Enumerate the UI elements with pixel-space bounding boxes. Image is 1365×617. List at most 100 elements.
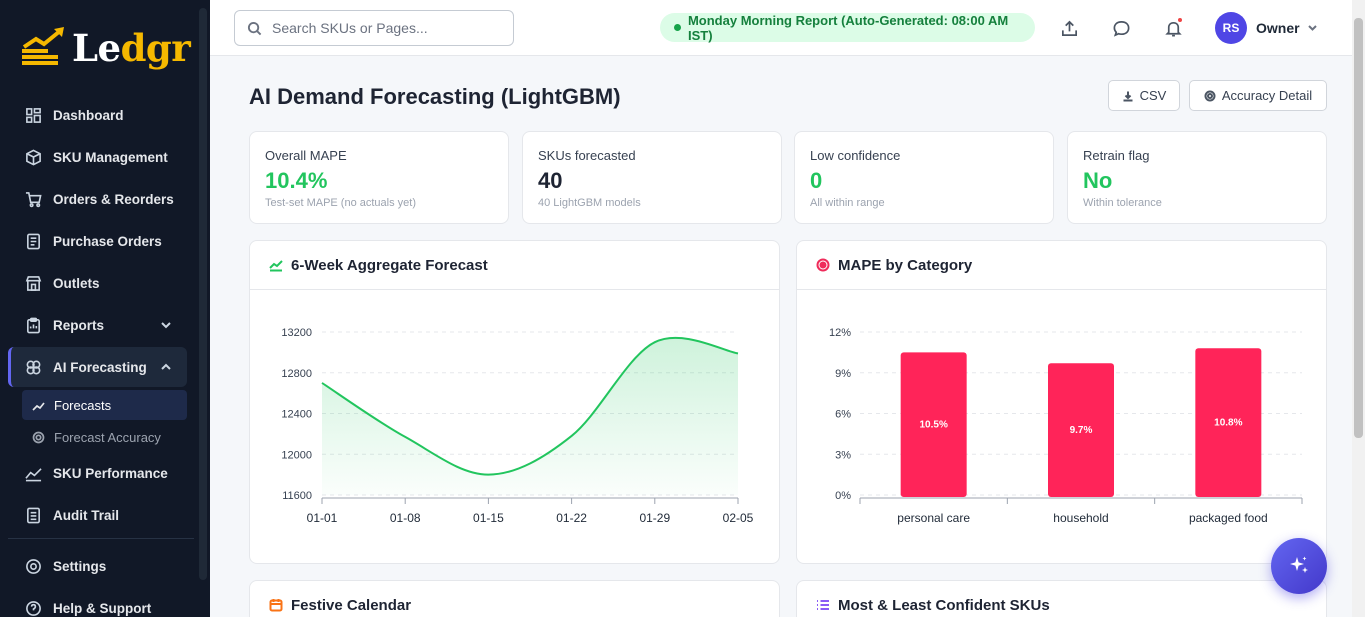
x-tick-label: household bbox=[1053, 511, 1108, 525]
sparkle-icon bbox=[1290, 556, 1308, 573]
card-title: MAPE by Category bbox=[838, 256, 973, 274]
cube-icon bbox=[24, 148, 42, 166]
sidebar-divider bbox=[8, 538, 194, 539]
user-name[interactable]: Owner bbox=[1256, 20, 1300, 36]
x-tick-label: 01-29 bbox=[639, 511, 670, 525]
sidebar-item-sku-performance[interactable]: SKU Performance bbox=[8, 453, 187, 493]
chat-bubble-icon bbox=[1113, 20, 1129, 37]
sidebar-item-help[interactable]: Help & Support bbox=[8, 588, 187, 617]
sidebar-item-label: Purchase Orders bbox=[53, 233, 162, 249]
ai-assistant-button[interactable] bbox=[1271, 538, 1327, 594]
sidebar-subitem-label: Forecast Accuracy bbox=[54, 429, 161, 445]
kpi-label: Overall MAPE bbox=[265, 148, 347, 163]
clipboard-icon bbox=[24, 316, 42, 334]
kpi-card-overall-mape: Overall MAPE 10.4% Test-set MAPE (no act… bbox=[249, 131, 509, 224]
logo[interactable]: Ledgr bbox=[20, 26, 191, 70]
sidebar-subitem-label: Forecasts bbox=[54, 397, 112, 413]
page-scrollbar[interactable] bbox=[1352, 0, 1365, 617]
notifications-button[interactable] bbox=[1162, 17, 1184, 39]
sidebar: Ledgr Dashboard SKU Management Orders & … bbox=[0, 0, 210, 617]
kpi-card-low-confidence: Low confidence 0 All within range bbox=[794, 131, 1054, 224]
forecast-chart-card: 6-Week Aggregate Forecast 13200 12800 1240… bbox=[249, 240, 780, 564]
status-dot bbox=[674, 24, 681, 31]
kpi-card-retrain-flag: Retrain flag No Within tolerance bbox=[1067, 131, 1327, 224]
confident-skus-card: Most & Least Confident SKUs bbox=[796, 580, 1327, 617]
gear-icon bbox=[24, 557, 42, 575]
sidebar-item-sku-management[interactable]: SKU Management bbox=[8, 137, 187, 177]
x-tick-label: packaged food bbox=[1189, 511, 1268, 525]
card-title: Festive Calendar bbox=[291, 596, 412, 614]
sidebar-subitem-forecast-accuracy[interactable]: Forecast Accuracy bbox=[22, 422, 187, 452]
y-tick-label: 11600 bbox=[282, 490, 312, 502]
festive-calendar-card: Festive Calendar bbox=[249, 580, 780, 617]
sidebar-item-label: Help & Support bbox=[53, 600, 152, 616]
list-icon bbox=[817, 600, 829, 610]
bar-data-label: 10.8% bbox=[1214, 418, 1242, 429]
y-tick-label: 6% bbox=[835, 409, 851, 421]
x-tick-label: personal care bbox=[897, 511, 970, 525]
dashboard-icon bbox=[24, 106, 42, 124]
chevron-up-icon[interactable] bbox=[159, 360, 173, 377]
sidebar-item-orders[interactable]: Orders & Reorders bbox=[8, 179, 187, 219]
page-title: AI Demand Forecasting (LightGBM) bbox=[249, 84, 621, 109]
sidebar-item-label: Dashboard bbox=[53, 107, 124, 123]
scrollbar-thumb[interactable] bbox=[1354, 18, 1363, 438]
mape-chart-card: MAPE by Category 12% 9% 6% 3% 0% 10.5% persona… bbox=[796, 240, 1327, 564]
sidebar-item-label: AI Forecasting bbox=[53, 359, 147, 375]
chevron-down-icon[interactable] bbox=[1306, 21, 1319, 39]
card-title: Most & Least Confident SKUs bbox=[838, 596, 1050, 614]
sidebar-scrollbar[interactable] bbox=[199, 8, 207, 580]
search-input[interactable] bbox=[272, 20, 492, 36]
avatar[interactable]: RS bbox=[1215, 12, 1247, 44]
report-status-badge[interactable]: Monday Morning Report (Auto-Generated: 0… bbox=[660, 12, 1035, 43]
x-tick-label: 01-15 bbox=[473, 511, 504, 525]
x-tick-label: 02-05 bbox=[723, 511, 754, 525]
kpi-label: Retrain flag bbox=[1083, 148, 1150, 163]
file-list-icon bbox=[24, 506, 42, 524]
search-icon bbox=[247, 21, 262, 35]
sidebar-item-label: Settings bbox=[53, 558, 107, 574]
area-chart-icon bbox=[269, 260, 283, 272]
mape-bar bbox=[1048, 363, 1114, 497]
sidebar-item-audit-trail[interactable]: Audit Trail bbox=[8, 495, 187, 535]
sidebar-item-label: Audit Trail bbox=[53, 507, 120, 523]
report-status-label: Monday Morning Report (Auto-Generated: 0… bbox=[687, 12, 1009, 43]
x-tick-label: 01-08 bbox=[390, 511, 421, 525]
sidebar-item-settings[interactable]: Settings bbox=[8, 546, 187, 586]
search-box[interactable] bbox=[234, 10, 514, 46]
sidebar-item-label: Orders & Reorders bbox=[53, 191, 174, 207]
y-tick-label: 12800 bbox=[281, 368, 312, 380]
x-tick-label: 01-01 bbox=[307, 511, 338, 525]
kpi-label: Low confidence bbox=[810, 148, 901, 163]
y-tick-label: 13200 bbox=[281, 327, 312, 339]
sidebar-item-outlets[interactable]: Outlets bbox=[8, 263, 187, 303]
brain-icon bbox=[24, 358, 42, 376]
kpi-value: No bbox=[1083, 168, 1113, 193]
csv-button-label: CSV bbox=[1139, 88, 1167, 103]
target-icon bbox=[816, 258, 830, 272]
y-tick-label: 9% bbox=[835, 368, 851, 380]
kpi-subtext: All within range bbox=[810, 197, 885, 209]
sidebar-subitem-forecasts[interactable]: Forecasts bbox=[22, 390, 187, 420]
bar-data-label: 10.5% bbox=[919, 420, 947, 431]
trend-line-icon bbox=[32, 401, 45, 411]
sidebar-item-ai-forecasting[interactable]: AI Forecasting bbox=[8, 347, 187, 387]
csv-button[interactable]: CSV bbox=[1108, 80, 1180, 111]
sidebar-item-dashboard[interactable]: Dashboard bbox=[8, 95, 187, 135]
upload-button[interactable] bbox=[1058, 17, 1080, 39]
sidebar-item-purchase-orders[interactable]: Purchase Orders bbox=[8, 221, 187, 261]
messages-button[interactable] bbox=[1110, 17, 1132, 39]
card-header: Festive Calendar bbox=[250, 581, 779, 617]
sidebar-item-reports[interactable]: Reports bbox=[8, 305, 187, 345]
notification-badge bbox=[1177, 17, 1183, 23]
card-header: 6-Week Aggregate Forecast bbox=[250, 241, 779, 290]
kpi-subtext: Within tolerance bbox=[1083, 197, 1162, 209]
card-title: 6-Week Aggregate Forecast bbox=[291, 256, 488, 274]
target-icon bbox=[1204, 90, 1216, 101]
accuracy-detail-button[interactable]: Accuracy Detail bbox=[1189, 80, 1327, 111]
x-tick-label: 01-22 bbox=[556, 511, 587, 525]
y-tick-label: 0% bbox=[835, 490, 851, 502]
chevron-down-icon[interactable] bbox=[159, 318, 173, 335]
y-tick-label: 12400 bbox=[281, 409, 312, 421]
kpi-value: 0 bbox=[810, 168, 823, 193]
